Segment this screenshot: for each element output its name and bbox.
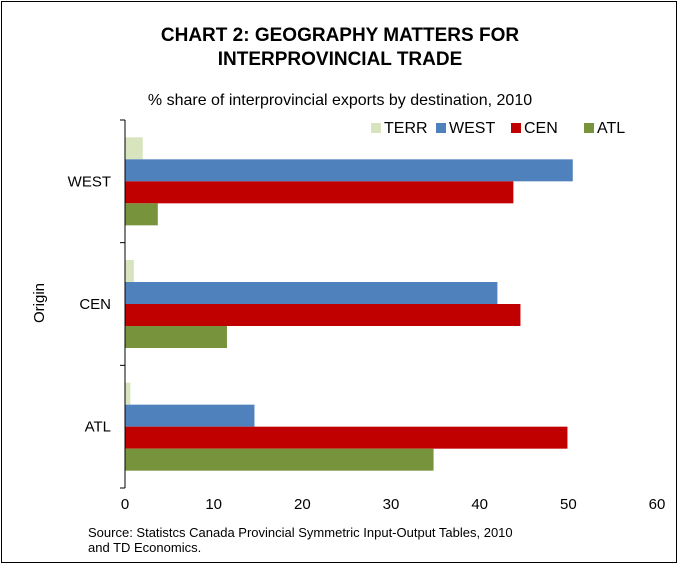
- bar-cen-atl: [125, 326, 227, 348]
- chart-title-line2: INTERPROVINCIAL TRADE: [217, 49, 463, 70]
- bar-atl-terr: [125, 382, 131, 405]
- legend-swatch-terr: [371, 123, 381, 133]
- chart-subtitle: % share of interprovincial exports by de…: [147, 92, 533, 109]
- source-note: Source: Statistcs Canada Provincial Symm…: [88, 525, 648, 555]
- legend-swatch-cen: [511, 123, 521, 133]
- x-tick-label-40: 40: [471, 496, 488, 513]
- bar-west-cen: [125, 181, 514, 204]
- x-tick-label-0: 0: [121, 496, 129, 513]
- legend-label-atl: ATL: [597, 120, 625, 137]
- chart-title: CHART 2: GEOGRAPHY MATTERS FOR INTERPROV…: [0, 24, 680, 72]
- legend-swatch-west: [436, 123, 446, 133]
- y-tick-label-atl: ATL: [85, 419, 111, 436]
- legend: TERR WEST CEN ATL: [371, 120, 625, 137]
- x-tick-label-60: 60: [649, 496, 666, 513]
- y-tick-label-cen: CEN: [79, 296, 111, 313]
- bar-west-west: [125, 159, 573, 182]
- axes-group: WEST CEN ATL 0 10 20 30 40 50 60: [68, 119, 666, 513]
- source-line1: Source: Statistcs Canada Provincial Symm…: [88, 525, 513, 540]
- bar-atl-west: [125, 404, 255, 427]
- legend-label-west: WEST: [449, 120, 495, 137]
- x-tick-label-10: 10: [205, 496, 222, 513]
- chart-title-line1: CHART 2: GEOGRAPHY MATTERS FOR: [160, 25, 520, 46]
- legend-label-terr: TERR: [384, 120, 428, 137]
- bars-group: [125, 137, 573, 471]
- x-tick-label-50: 50: [560, 496, 577, 513]
- bar-cen-west: [125, 282, 498, 304]
- source-line2: and TD Economics.: [88, 540, 202, 555]
- bar-west-terr: [125, 137, 143, 160]
- y-axis-label: Origin: [31, 283, 48, 323]
- x-tick-label-20: 20: [294, 496, 311, 513]
- y-tick-label-west: WEST: [68, 173, 111, 190]
- x-tick-label-30: 30: [383, 496, 400, 513]
- bar-cen-terr: [125, 260, 134, 282]
- bar-atl-atl: [125, 448, 434, 471]
- bar-atl-cen: [125, 426, 568, 449]
- legend-swatch-atl: [584, 123, 594, 133]
- bar-cen-cen: [125, 304, 521, 326]
- bar-west-atl: [125, 203, 158, 226]
- legend-label-cen: CEN: [524, 120, 558, 137]
